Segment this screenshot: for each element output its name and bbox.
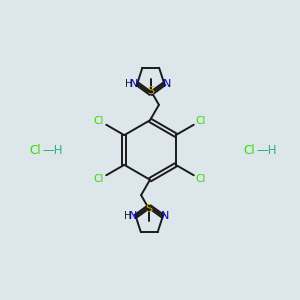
Text: H: H bbox=[124, 211, 131, 221]
Text: N: N bbox=[163, 79, 171, 89]
Text: N: N bbox=[129, 211, 137, 221]
Text: —H: —H bbox=[42, 143, 63, 157]
Text: Cl: Cl bbox=[94, 174, 104, 184]
Text: Cl: Cl bbox=[244, 143, 255, 157]
Text: H: H bbox=[125, 79, 133, 89]
Text: Cl: Cl bbox=[196, 174, 206, 184]
Text: —H: —H bbox=[256, 143, 277, 157]
Text: Cl: Cl bbox=[196, 116, 206, 126]
Text: N: N bbox=[161, 211, 170, 221]
Text: Cl: Cl bbox=[30, 143, 41, 157]
Text: S: S bbox=[147, 86, 154, 96]
Text: S: S bbox=[146, 204, 153, 214]
Text: N: N bbox=[130, 79, 139, 89]
Text: Cl: Cl bbox=[94, 116, 104, 126]
